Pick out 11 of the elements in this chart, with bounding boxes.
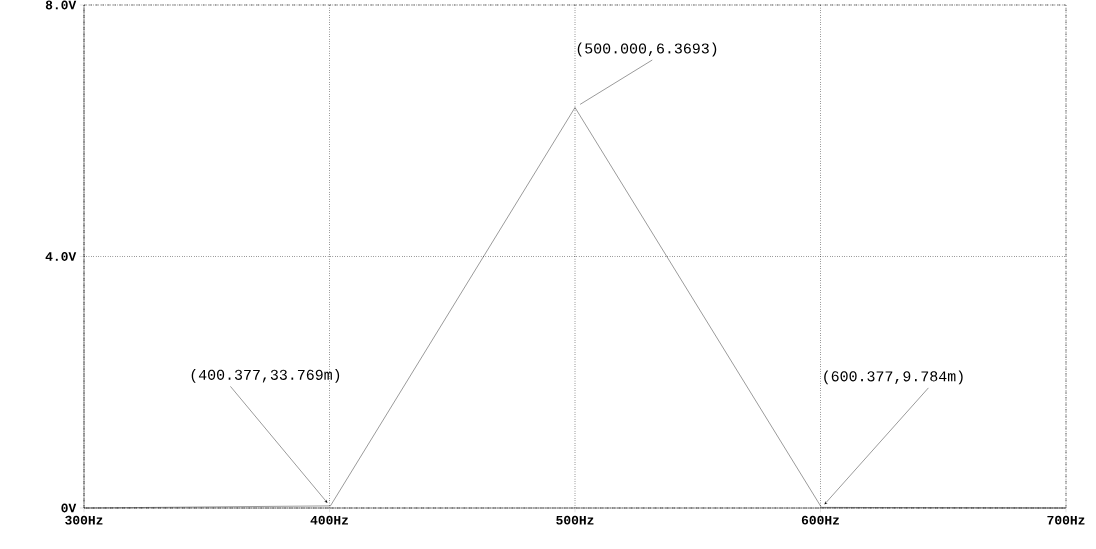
x-tick-label: 600Hz [801, 515, 839, 525]
y-tick-label: 0V [61, 503, 77, 513]
x-tick-label: 400Hz [310, 515, 348, 525]
x-tick-label: 300Hz [65, 515, 103, 525]
x-tick-label: 700Hz [1047, 515, 1085, 525]
y-tick-label: 4.0V [45, 252, 77, 261]
y-tick-label: 8.0V [45, 0, 77, 10]
x-tick-label: 500Hz [556, 515, 594, 525]
annotation: (500.000,6.3693) [577, 42, 717, 57]
annotation: (600.377,9.784m) [824, 370, 963, 385]
annotation: (400.377,33.769m) [191, 368, 340, 383]
